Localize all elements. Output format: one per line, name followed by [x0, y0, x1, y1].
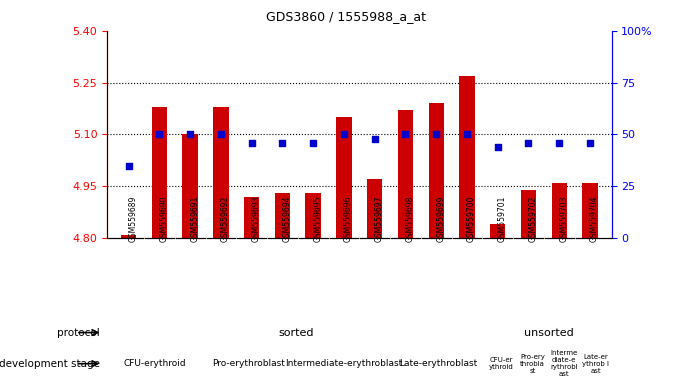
Text: GSM559702: GSM559702 [529, 196, 538, 242]
Text: GSM559692: GSM559692 [221, 196, 230, 242]
Bar [182, 134, 198, 238]
Text: Interme
diate-e
rythrobl
ast: Interme diate-e rythrobl ast [551, 350, 578, 377]
Bar [398, 110, 413, 238]
Point [154, 131, 165, 137]
Bar [305, 193, 321, 238]
Text: GDS3860 / 1555988_a_at: GDS3860 / 1555988_a_at [265, 10, 426, 23]
Point [277, 140, 288, 146]
Point [123, 162, 134, 169]
Text: CFU-er
ythroid: CFU-er ythroid [489, 357, 513, 370]
Text: GSM559693: GSM559693 [252, 195, 261, 242]
Text: CFU-erythroid: CFU-erythroid [123, 359, 186, 368]
Point [523, 140, 534, 146]
Bar [521, 190, 536, 238]
Bar [490, 224, 505, 238]
Point [184, 131, 196, 137]
Text: sorted: sorted [278, 328, 314, 338]
Point [492, 144, 503, 150]
Text: GSM559690: GSM559690 [160, 195, 169, 242]
Text: GSM559696: GSM559696 [344, 195, 353, 242]
Point [400, 131, 411, 137]
Text: protocol: protocol [57, 328, 100, 338]
Text: development stage: development stage [0, 359, 100, 369]
Bar [367, 179, 382, 238]
Text: Late-er
ythrob l
ast: Late-er ythrob l ast [583, 354, 609, 374]
Text: GSM559699: GSM559699 [436, 195, 445, 242]
Point [307, 140, 319, 146]
Text: GSM559701: GSM559701 [498, 196, 507, 242]
Bar [121, 235, 136, 238]
Text: unsorted: unsorted [524, 328, 574, 338]
Point [369, 136, 380, 142]
Text: Pro-ery
throbla
st: Pro-ery throbla st [520, 354, 545, 374]
Text: GSM559703: GSM559703 [559, 195, 568, 242]
Text: GSM559704: GSM559704 [590, 195, 599, 242]
Bar [551, 183, 567, 238]
Point [553, 140, 565, 146]
Text: Pro-erythroblast: Pro-erythroblast [213, 359, 285, 368]
Bar [428, 103, 444, 238]
Point [339, 131, 350, 137]
Bar [460, 76, 475, 238]
Text: GSM559695: GSM559695 [313, 195, 322, 242]
Text: GSM559697: GSM559697 [375, 195, 384, 242]
Point [246, 140, 257, 146]
Bar [214, 107, 229, 238]
Point [430, 131, 442, 137]
Text: GSM559691: GSM559691 [190, 196, 199, 242]
Bar [152, 107, 167, 238]
Point [216, 131, 227, 137]
Text: Late-erythroblast: Late-erythroblast [399, 359, 477, 368]
Text: GSM559700: GSM559700 [467, 195, 476, 242]
Bar [337, 117, 352, 238]
Bar [583, 183, 598, 238]
Text: Intermediate-erythroblast: Intermediate-erythroblast [285, 359, 402, 368]
Point [585, 140, 596, 146]
Text: GSM559694: GSM559694 [283, 195, 292, 242]
Point [462, 131, 473, 137]
Text: GSM559689: GSM559689 [129, 196, 138, 242]
Text: GSM559698: GSM559698 [406, 196, 415, 242]
Bar [275, 193, 290, 238]
Bar [244, 197, 259, 238]
